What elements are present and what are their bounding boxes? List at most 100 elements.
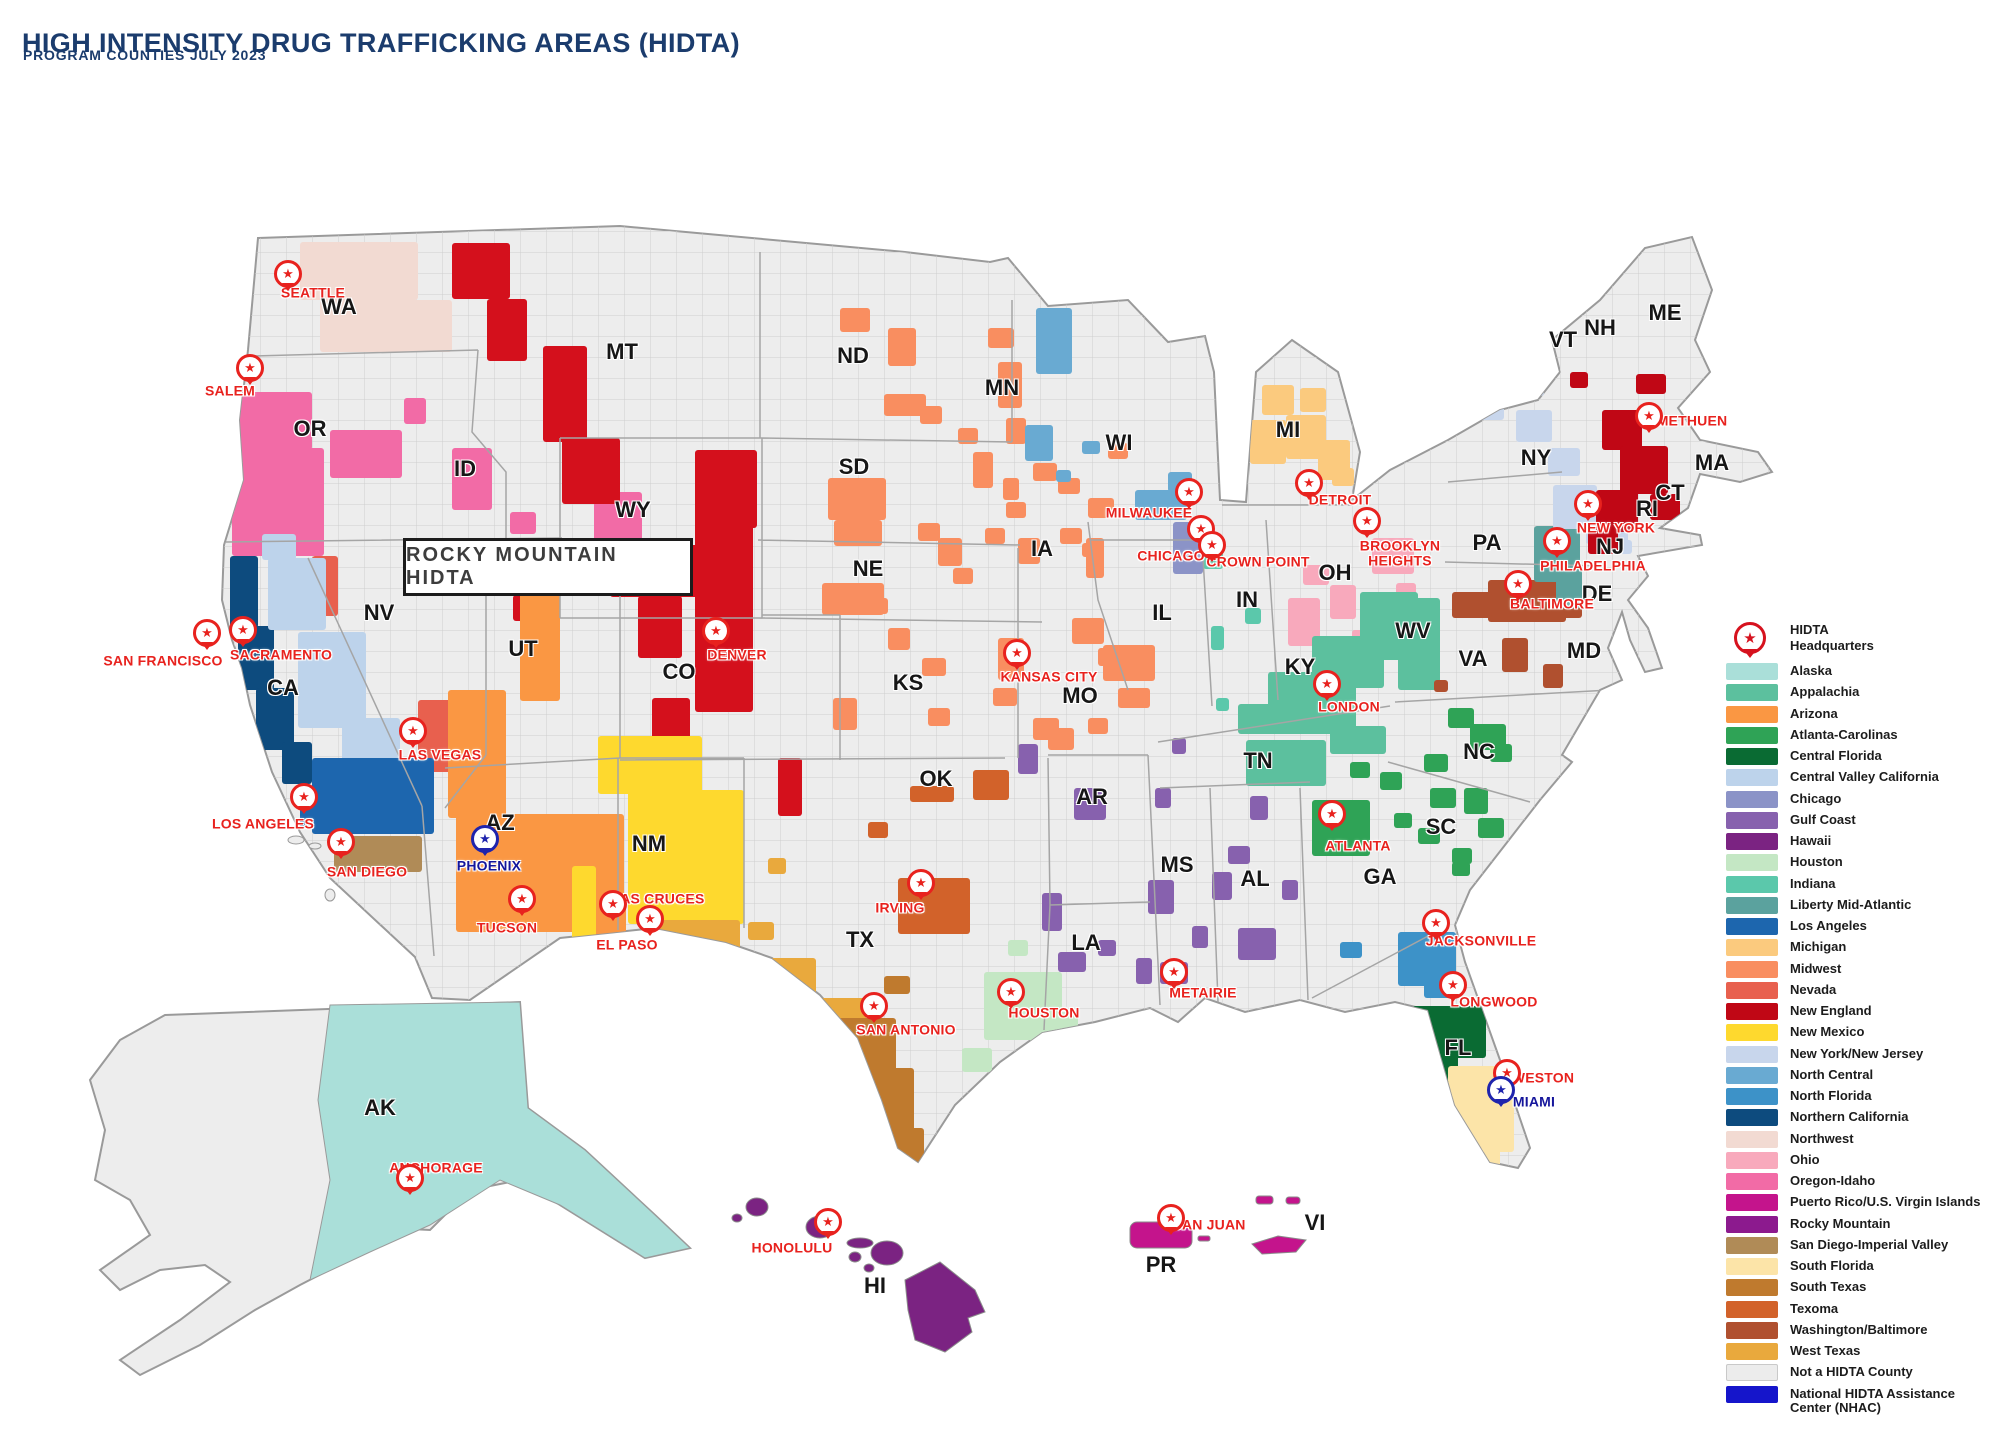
legend-label: South Texas xyxy=(1790,1279,1867,1295)
county-patch-ariz xyxy=(520,565,560,701)
county-patch-rmap xyxy=(695,450,757,528)
state-label-ks: KS xyxy=(892,670,924,695)
state-label-nj: NJ xyxy=(1595,534,1625,559)
county-patch-sdiv xyxy=(334,836,422,872)
star-icon: ★ xyxy=(1495,1081,1507,1097)
star-icon: ★ xyxy=(1183,483,1195,499)
hawaii xyxy=(731,1197,986,1353)
county-patch-rmap xyxy=(452,243,510,299)
legend-item-national-hidta-assistance-center-nhac-: National HIDTA Assistance Center (NHAC) xyxy=(1726,1385,1992,1421)
legend-item-appalachia: Appalachia xyxy=(1726,683,1992,704)
county-patch-stex xyxy=(884,976,910,994)
hq-pin-metairie: ★ xyxy=(1160,957,1188,986)
county-patch-gulf xyxy=(1192,926,1208,948)
star-icon: ★ xyxy=(1195,520,1207,536)
legend-swatch xyxy=(1726,918,1778,935)
hq-pin-honolulu: ★ xyxy=(814,1207,842,1236)
hq-pin-san-francisco: ★ xyxy=(193,618,221,647)
hq-pin-miami: ★ xyxy=(1487,1075,1515,1104)
county-patch-mid xyxy=(973,452,993,488)
county-patch-app xyxy=(1330,726,1386,754)
county-patch-gulf xyxy=(1098,940,1116,956)
legend-item-midwest: Midwest xyxy=(1726,960,1992,981)
legend-swatch xyxy=(1726,1321,1778,1339)
county-patch-gulf xyxy=(1058,952,1086,972)
star-icon: ★ xyxy=(1168,963,1180,979)
state-label-wv: WV xyxy=(1395,618,1431,643)
county-patch-rmap xyxy=(652,698,690,742)
legend-swatch xyxy=(1726,726,1778,744)
state-label-mo: MO xyxy=(1062,683,1098,708)
legend-label: Indiana xyxy=(1790,875,1836,891)
county-patch-ncen xyxy=(1025,425,1053,461)
county-patch-rmap xyxy=(562,438,620,504)
page-title: HIGH INTENSITY DRUG TRAFFICKING AREAS (H… xyxy=(22,28,740,59)
county-patch-wtex xyxy=(648,920,740,976)
state-label-il: IL xyxy=(1152,600,1172,625)
state-label-wy: WY xyxy=(615,497,651,522)
legend-swatch xyxy=(1726,748,1778,765)
hq-pin-jacksonville: ★ xyxy=(1422,908,1450,937)
county-patch-nwst xyxy=(418,330,444,352)
star-icon: ★ xyxy=(1512,575,1524,591)
legend-item-oregon-idaho: Oregon-Idaho xyxy=(1726,1172,1992,1193)
legend-swatch xyxy=(1726,875,1778,893)
star-icon: ★ xyxy=(335,833,347,849)
county-patch-mid xyxy=(993,688,1017,706)
county-patch-atl xyxy=(1418,828,1440,844)
county-patch-atl xyxy=(1394,813,1412,828)
county-patch-wtex xyxy=(698,958,816,1036)
star-icon: ★ xyxy=(1206,536,1218,552)
state-label-ak: AK xyxy=(364,1095,396,1120)
county-patch-nynj xyxy=(1548,448,1580,476)
county-patch-mid xyxy=(828,478,886,520)
hq-label-milwaukee: MILWAUKEE xyxy=(1105,504,1193,521)
page-subtitle: PROGRAM COUNTIES JULY 2023 xyxy=(23,47,267,63)
hq-pin-seattle: ★ xyxy=(274,259,302,288)
star-icon: ★ xyxy=(1643,407,1655,423)
state-label-id: ID xyxy=(454,456,476,481)
hq-pin-anchorage: ★ xyxy=(396,1163,424,1192)
state-label-oh: OH xyxy=(1318,560,1352,585)
legend-item-nevada: Nevada xyxy=(1726,981,1992,1002)
star-icon: ★ xyxy=(1005,983,1017,999)
state-label-sd: SD xyxy=(838,454,870,479)
star-icon: ★ xyxy=(1551,532,1563,548)
county-patch-gulf xyxy=(1042,893,1062,931)
county-patch-texo xyxy=(973,770,1009,800)
legend-swatch xyxy=(1726,1109,1778,1127)
county-patch-ohio xyxy=(1372,538,1414,574)
star-icon: ★ xyxy=(868,997,880,1013)
legend-item-new-mexico: New Mexico xyxy=(1726,1023,1992,1044)
legend-item-houston: Houston xyxy=(1726,853,1992,874)
county-patch-waba xyxy=(1434,680,1448,692)
state-label-sc: SC xyxy=(1425,814,1457,839)
county-patch-mid xyxy=(1006,418,1026,444)
county-patch-waba xyxy=(1543,664,1563,688)
hq-label-san-antonio: SAN ANTONIO xyxy=(856,1021,956,1038)
state-label-ms: MS xyxy=(1160,852,1194,877)
hq-pin-salem: ★ xyxy=(236,353,264,382)
hq-label-weston: WESTON xyxy=(1511,1069,1575,1086)
star-icon: ★ xyxy=(1321,675,1333,691)
star-icon: ★ xyxy=(1501,1064,1513,1080)
county-patch-app xyxy=(1246,740,1326,786)
county-patch-mid xyxy=(888,628,910,650)
hq-label-honolulu: HONOLULU xyxy=(751,1239,833,1256)
legend-swatch xyxy=(1726,663,1778,680)
legend-swatch xyxy=(1726,790,1778,808)
legend-item-hawaii: Hawaii xyxy=(1726,832,1992,853)
legend-label: Houston xyxy=(1790,854,1843,870)
county-patch-mid xyxy=(1088,498,1114,518)
state-label-ar: AR xyxy=(1076,784,1108,809)
county-patch-mid xyxy=(1088,718,1108,734)
county-patch-orid xyxy=(226,392,312,450)
legend-swatch xyxy=(1726,854,1778,872)
county-patch-mid xyxy=(953,568,973,584)
star-icon: ★ xyxy=(201,624,213,640)
state-label-la: LA xyxy=(1071,930,1101,955)
star-icon: ★ xyxy=(1303,474,1315,490)
state-label-ny: NY xyxy=(1520,445,1552,470)
legend-swatch xyxy=(1726,1364,1778,1382)
star-icon: ★ xyxy=(516,890,528,906)
